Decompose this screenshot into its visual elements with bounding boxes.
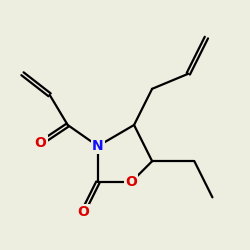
Text: N: N [92,139,104,153]
Text: O: O [77,206,89,220]
Text: O: O [125,175,137,189]
Text: O: O [35,136,46,150]
